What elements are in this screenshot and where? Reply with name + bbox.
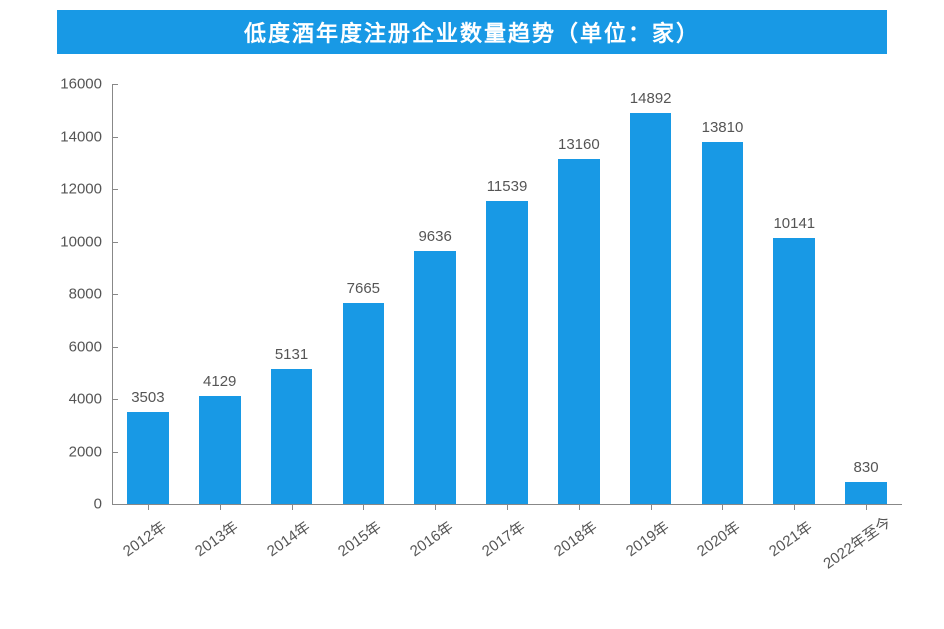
bar <box>271 369 313 504</box>
x-tick-mark <box>651 504 652 510</box>
bar <box>199 396 241 504</box>
bar <box>630 113 672 504</box>
bar-value-label: 10141 <box>773 215 815 232</box>
x-tick-mark <box>363 504 364 510</box>
bar-value-label: 9636 <box>414 228 456 245</box>
bar-group: 10141 <box>773 238 815 504</box>
plot-area: 3503 4129 5131 7665 9636 11539 13160 14892 13810… <box>112 84 902 504</box>
bar-group: 3503 <box>127 412 169 504</box>
bar-group: 14892 <box>630 113 672 504</box>
bar <box>702 142 744 505</box>
bar-value-label: 13160 <box>558 136 600 153</box>
x-tick-label: 2014年 <box>244 516 313 573</box>
chart-area: 0200040006000800010000120001400016000 35… <box>32 84 912 584</box>
bar-value-label: 13810 <box>702 119 744 136</box>
x-tick-mark <box>507 504 508 510</box>
bar <box>558 159 600 504</box>
x-tick-mark <box>722 504 723 510</box>
bar-group: 13810 <box>702 142 744 505</box>
y-tick-label: 4000 <box>69 391 102 408</box>
bar-value-label: 14892 <box>630 90 672 107</box>
bar <box>343 303 385 504</box>
x-tick-mark <box>579 504 580 510</box>
bar-group: 4129 <box>199 396 241 504</box>
bar-group: 7665 <box>343 303 385 504</box>
x-tick-mark <box>220 504 221 510</box>
x-tick-label: 2021年 <box>747 516 816 573</box>
x-tick-label: 2020年 <box>675 516 744 573</box>
x-tick-mark <box>794 504 795 510</box>
bar-group: 5131 <box>271 369 313 504</box>
x-tick-mark <box>866 504 867 510</box>
x-tick-label: 2016年 <box>388 516 457 573</box>
x-tick-label: 2019年 <box>603 516 672 573</box>
bar <box>773 238 815 504</box>
bar <box>845 482 887 504</box>
x-tick-label: 2018年 <box>531 516 600 573</box>
chart-title-bar: 低度酒年度注册企业数量趋势（单位：家） <box>57 10 888 54</box>
y-tick-label: 14000 <box>60 128 102 145</box>
y-tick-label: 16000 <box>60 76 102 93</box>
bar-value-label: 5131 <box>271 346 313 363</box>
y-tick-label: 2000 <box>69 443 102 460</box>
bar-value-label: 4129 <box>199 373 241 390</box>
y-tick-label: 8000 <box>69 286 102 303</box>
x-tick-label: 2013年 <box>172 516 241 573</box>
x-tick-mark <box>148 504 149 510</box>
x-tick-mark <box>435 504 436 510</box>
x-tick-label: 2017年 <box>460 516 529 573</box>
bar-value-label: 830 <box>845 459 887 476</box>
y-axis: 0200040006000800010000120001400016000 <box>32 84 112 504</box>
bar-group: 13160 <box>558 159 600 504</box>
x-tick-label: 2012年 <box>101 516 170 573</box>
chart-title: 低度酒年度注册企业数量趋势（单位：家） <box>244 16 700 48</box>
bar-value-label: 11539 <box>486 178 528 195</box>
x-tick-label: 2022年至今 <box>819 516 888 573</box>
bar-group: 9636 <box>414 251 456 504</box>
bar-group: 830 <box>845 482 887 504</box>
bar-value-label: 7665 <box>343 280 385 297</box>
x-tick-mark <box>292 504 293 510</box>
chart-container: 低度酒年度注册企业数量趋势（单位：家） 0 2000 4000 6000 8000 100… <box>0 10 944 629</box>
bar-value-label: 3503 <box>127 389 169 406</box>
bar <box>127 412 169 504</box>
bar-group: 11539 <box>486 201 528 504</box>
y-tick-label: 6000 <box>69 338 102 355</box>
y-tick-label: 10000 <box>60 233 102 250</box>
bar <box>414 251 456 504</box>
bar <box>486 201 528 504</box>
x-tick-label: 2015年 <box>316 516 385 573</box>
y-tick-label: 0 <box>94 496 102 513</box>
y-tick-label: 12000 <box>60 181 102 198</box>
